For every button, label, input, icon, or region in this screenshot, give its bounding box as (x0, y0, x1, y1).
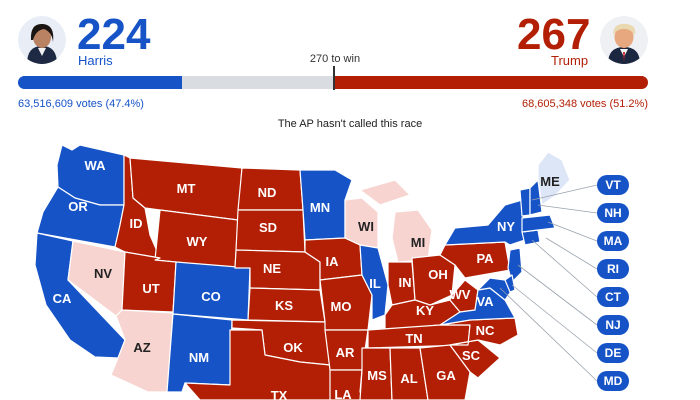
pill-ma[interactable]: MA (597, 231, 629, 251)
harris-name: Harris (78, 53, 113, 68)
label-tn: TN (405, 331, 422, 346)
state-ma (521, 214, 556, 233)
label-in: IN (399, 275, 412, 290)
label-mo: MO (331, 299, 352, 314)
label-wi: WI (358, 219, 374, 234)
state-me (537, 151, 571, 206)
label-or: OR (68, 199, 88, 214)
state-mi-up (359, 179, 411, 206)
pill-nh[interactable]: NH (597, 203, 629, 223)
label-co: CO (201, 289, 221, 304)
label-ks: KS (275, 298, 293, 313)
label-wy: WY (187, 234, 208, 249)
state-ga (419, 344, 471, 400)
harris-popular-votes: 63,516,609 votes (47.4%) (18, 98, 144, 110)
harris-bar-segment (18, 76, 182, 89)
label-id: ID (130, 216, 143, 231)
pill-nj[interactable]: NJ (597, 315, 629, 335)
label-ca: CA (53, 291, 72, 306)
label-mi: MI (411, 235, 425, 250)
label-il: IL (369, 276, 381, 291)
label-az: AZ (133, 340, 150, 355)
label-me: ME (540, 174, 560, 189)
state-vt (519, 187, 531, 217)
label-ms: MS (367, 368, 387, 383)
label-ky: KY (416, 303, 434, 318)
label-va: VA (476, 294, 494, 309)
label-ga: GA (436, 368, 456, 383)
harris-electoral-votes: 224 (77, 10, 151, 59)
label-ok: OK (283, 340, 303, 355)
race-status-note: The AP hasn't called this race (277, 118, 423, 130)
state-de (504, 274, 516, 293)
small-state-leaders (499, 184, 598, 382)
label-al: AL (400, 371, 417, 386)
label-tx: TX (271, 388, 288, 400)
label-oh: OH (428, 267, 448, 282)
label-mt: MT (177, 181, 196, 196)
label-ar: AR (336, 345, 355, 360)
harris-avatar (18, 16, 66, 64)
label-ut: UT (142, 281, 159, 296)
label-pa: PA (476, 251, 494, 266)
trump-popular-votes: 68,605,348 votes (51.2%) (522, 98, 648, 110)
pill-md[interactable]: MD (597, 371, 629, 391)
pill-ct[interactable]: CT (597, 287, 629, 307)
label-mn: MN (310, 200, 330, 215)
state-ms (359, 347, 393, 400)
label-la: LA (334, 387, 352, 400)
trump-electoral-votes: 267 (517, 10, 591, 59)
label-ne: NE (263, 261, 281, 276)
label-sc: SC (462, 348, 481, 363)
trump-bar-segment (335, 76, 648, 89)
pill-de[interactable]: DE (597, 343, 629, 363)
label-wa: WA (85, 158, 107, 173)
state-nj (507, 247, 523, 283)
state-al (389, 347, 429, 400)
pill-vt[interactable]: VT (597, 175, 629, 195)
win-threshold-marker (333, 66, 335, 90)
state-il (359, 244, 389, 321)
label-ny: NY (497, 219, 515, 234)
trump-avatar (600, 16, 648, 64)
label-ia: IA (326, 254, 340, 269)
pill-ri[interactable]: RI (597, 259, 629, 279)
label-wv: WV (450, 287, 471, 302)
label-nd: ND (258, 185, 277, 200)
label-nv: NV (94, 266, 112, 281)
label-nc: NC (476, 323, 495, 338)
win-threshold-label: 270 to win (309, 53, 361, 65)
trump-name: Trump (551, 53, 589, 68)
label-nm: NM (189, 350, 209, 365)
label-sd: SD (259, 220, 277, 235)
